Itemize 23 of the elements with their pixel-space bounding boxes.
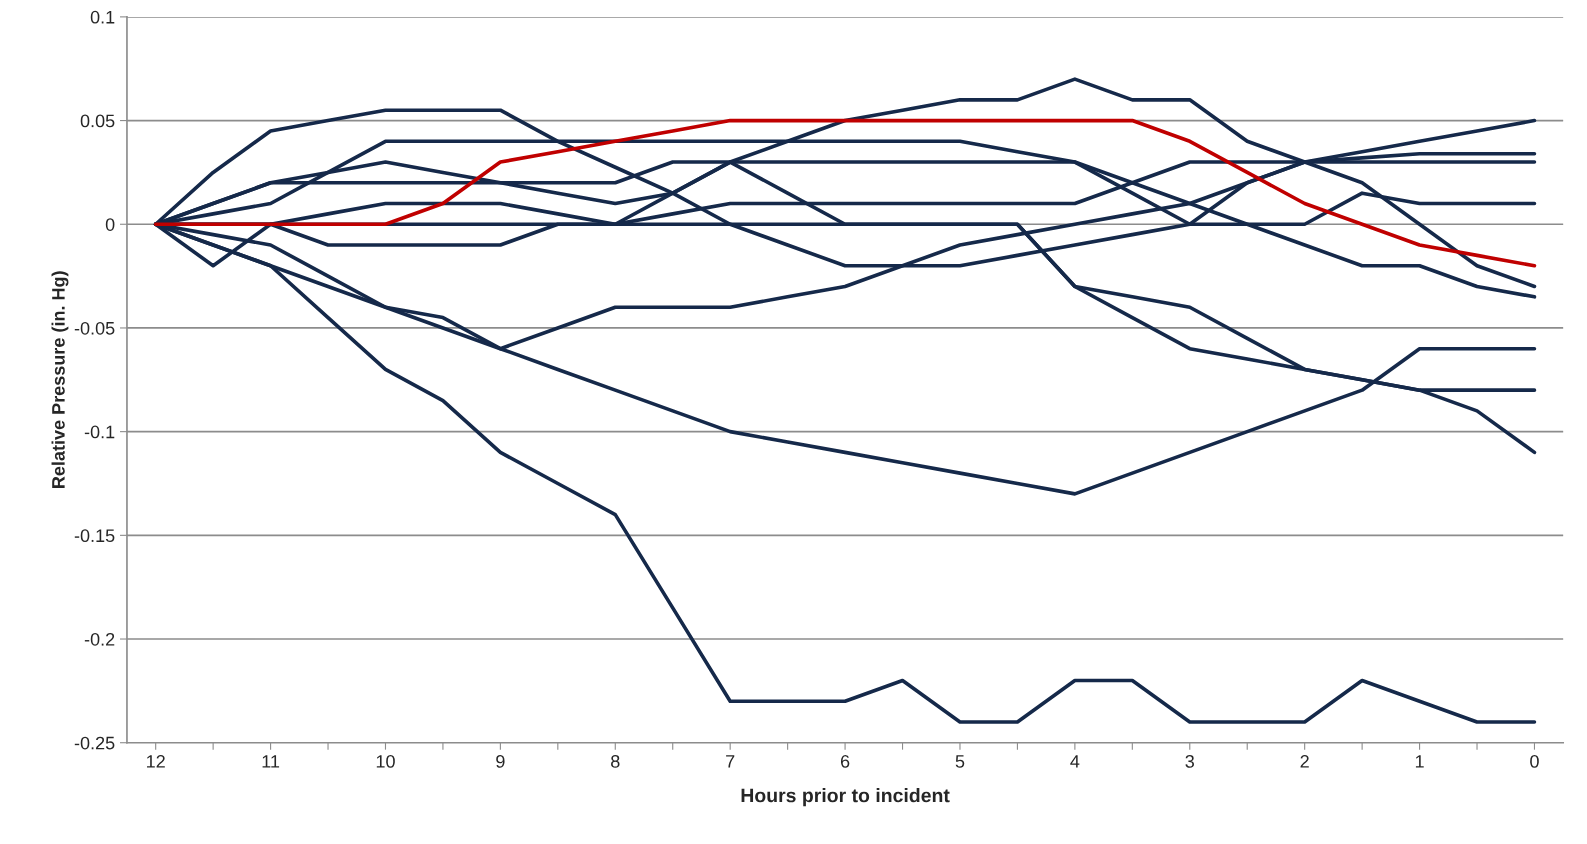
x-tick-label: 7 <box>726 755 735 768</box>
y-tick-label: 0 <box>105 218 115 231</box>
y-tick-label: -0.15 <box>74 529 115 543</box>
x-tick-label: 1 <box>1415 755 1424 768</box>
x-tick-label: 8 <box>611 755 620 768</box>
x-tick-label: 0 <box>1530 755 1539 768</box>
y-tick-label: -0.2 <box>84 632 115 646</box>
x-tick-label: 10 <box>376 755 395 768</box>
x-axis-title: Hours prior to incident <box>741 788 950 807</box>
x-tick-label: 11 <box>262 755 280 768</box>
y-tick-label: 0.1 <box>90 10 115 24</box>
x-tick-label: 6 <box>840 755 850 768</box>
x-tick-label: 12 <box>147 755 165 768</box>
x-tick-label: 5 <box>955 755 965 768</box>
y-tick-label: -0.05 <box>74 321 115 335</box>
x-tick-label: 4 <box>1070 755 1080 768</box>
y-tick-label: -0.1 <box>84 425 115 439</box>
x-tick-label: 9 <box>496 755 505 768</box>
x-tick-label: 2 <box>1300 755 1309 768</box>
y-tick-label: 0.05 <box>80 114 115 128</box>
y-axis-title: Relative Pressure (in. Hg) <box>51 271 69 488</box>
x-tick-label: 3 <box>1185 755 1194 768</box>
y-tick-label: -0.25 <box>74 736 115 750</box>
